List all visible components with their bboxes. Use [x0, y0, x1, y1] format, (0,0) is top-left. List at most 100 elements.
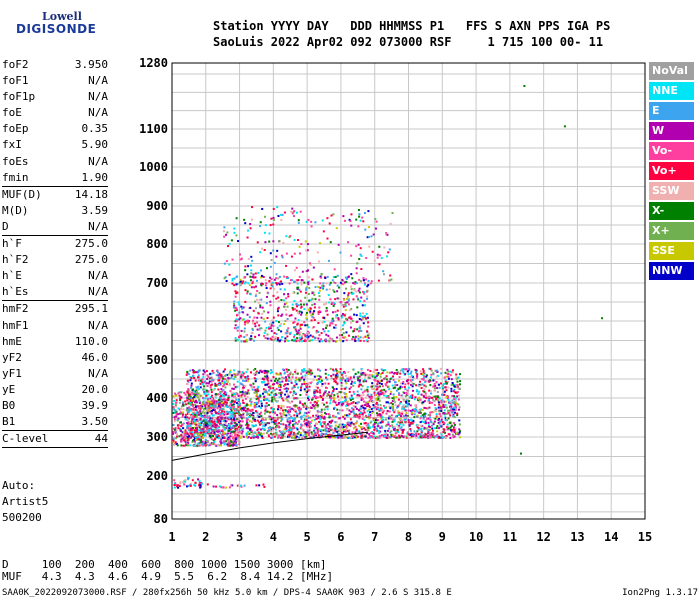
echo-point	[362, 371, 365, 374]
echo-point	[413, 398, 416, 401]
echo-point	[265, 267, 268, 270]
echo-point	[192, 416, 195, 419]
echo-point	[209, 404, 212, 407]
echo-point	[332, 429, 335, 432]
echo-point	[186, 432, 189, 435]
echo-point	[356, 390, 359, 393]
echo-point	[239, 334, 242, 337]
echo-point	[331, 322, 334, 325]
echo-point	[172, 395, 175, 398]
echo-point	[305, 414, 308, 417]
echo-point	[282, 411, 285, 414]
echo-point	[201, 378, 204, 381]
echo-point	[179, 421, 182, 424]
echo-point	[285, 410, 288, 413]
echo-point	[313, 306, 316, 309]
echo-point	[383, 394, 386, 397]
echo-point	[236, 338, 239, 341]
echo-point	[354, 402, 357, 405]
echo-point	[325, 433, 328, 436]
echo-point	[251, 331, 254, 334]
echo-point	[285, 332, 288, 335]
echo-point	[421, 430, 424, 433]
echo-point	[271, 407, 274, 410]
echo-point	[220, 441, 223, 444]
echo-point	[231, 419, 234, 422]
echo-point	[419, 417, 422, 420]
echo-point	[172, 441, 175, 444]
echo-point	[344, 414, 347, 417]
echo-point	[365, 424, 368, 427]
echo-point	[223, 262, 226, 265]
echo-point	[270, 338, 273, 341]
echo-point	[307, 398, 310, 401]
echo-point	[451, 381, 454, 384]
echo-point	[345, 280, 348, 283]
echo-point	[237, 301, 240, 304]
echo-point	[454, 405, 457, 408]
echo-point	[269, 276, 272, 279]
echo-point	[272, 281, 275, 284]
echo-point	[282, 241, 285, 244]
echo-point	[336, 290, 339, 293]
echo-point	[236, 380, 239, 383]
echo-point	[426, 435, 429, 438]
echo-point	[376, 256, 379, 259]
echo-point	[255, 398, 258, 401]
echo-point	[244, 380, 247, 383]
echo-point	[366, 295, 369, 298]
echo-point	[306, 249, 309, 252]
echo-point	[312, 335, 315, 338]
echo-point	[440, 382, 443, 385]
echo-point	[329, 322, 332, 325]
echo-point	[189, 426, 192, 429]
echo-point	[222, 408, 225, 411]
echo-point	[351, 431, 354, 434]
echo-point	[290, 255, 293, 258]
echo-point	[407, 419, 410, 422]
echo-point	[419, 380, 422, 383]
echo-point	[305, 412, 308, 415]
echo-point	[356, 306, 359, 309]
echo-point	[263, 331, 266, 334]
echo-point	[181, 412, 184, 415]
echo-point	[359, 312, 362, 315]
param-label: B0	[2, 398, 16, 412]
echo-point	[202, 369, 205, 372]
echo-point	[250, 272, 253, 275]
echo-point	[273, 397, 276, 400]
param-row: h`F 275.0	[2, 236, 108, 252]
echo-point	[210, 411, 213, 414]
echo-point	[332, 390, 335, 393]
echo-point	[330, 421, 333, 424]
echo-point	[340, 314, 343, 317]
echo-point	[212, 420, 215, 423]
echo-point	[228, 242, 231, 245]
echo-point	[366, 390, 369, 393]
echo-point	[192, 421, 195, 424]
echo-point	[445, 396, 448, 399]
echo-point	[390, 390, 393, 393]
echo-point	[365, 380, 368, 383]
echo-point	[458, 383, 461, 386]
echo-point	[188, 423, 191, 426]
echo-point	[207, 382, 210, 385]
echo-point	[244, 405, 247, 408]
echo-point	[404, 388, 407, 391]
echo-point	[253, 286, 256, 289]
echo-point	[390, 405, 393, 408]
echo-point	[200, 418, 203, 421]
echo-point	[453, 401, 456, 404]
echo-point	[207, 390, 210, 393]
echo-point	[316, 382, 319, 385]
echo-point	[457, 391, 460, 394]
echo-point	[452, 408, 455, 411]
echo-point	[211, 379, 214, 382]
echo-point	[309, 307, 312, 310]
echo-point	[299, 210, 302, 213]
echo-point	[243, 336, 246, 339]
echo-point	[278, 434, 281, 437]
echo-point	[209, 384, 212, 387]
echo-point	[186, 397, 189, 400]
echo-point	[369, 436, 372, 439]
